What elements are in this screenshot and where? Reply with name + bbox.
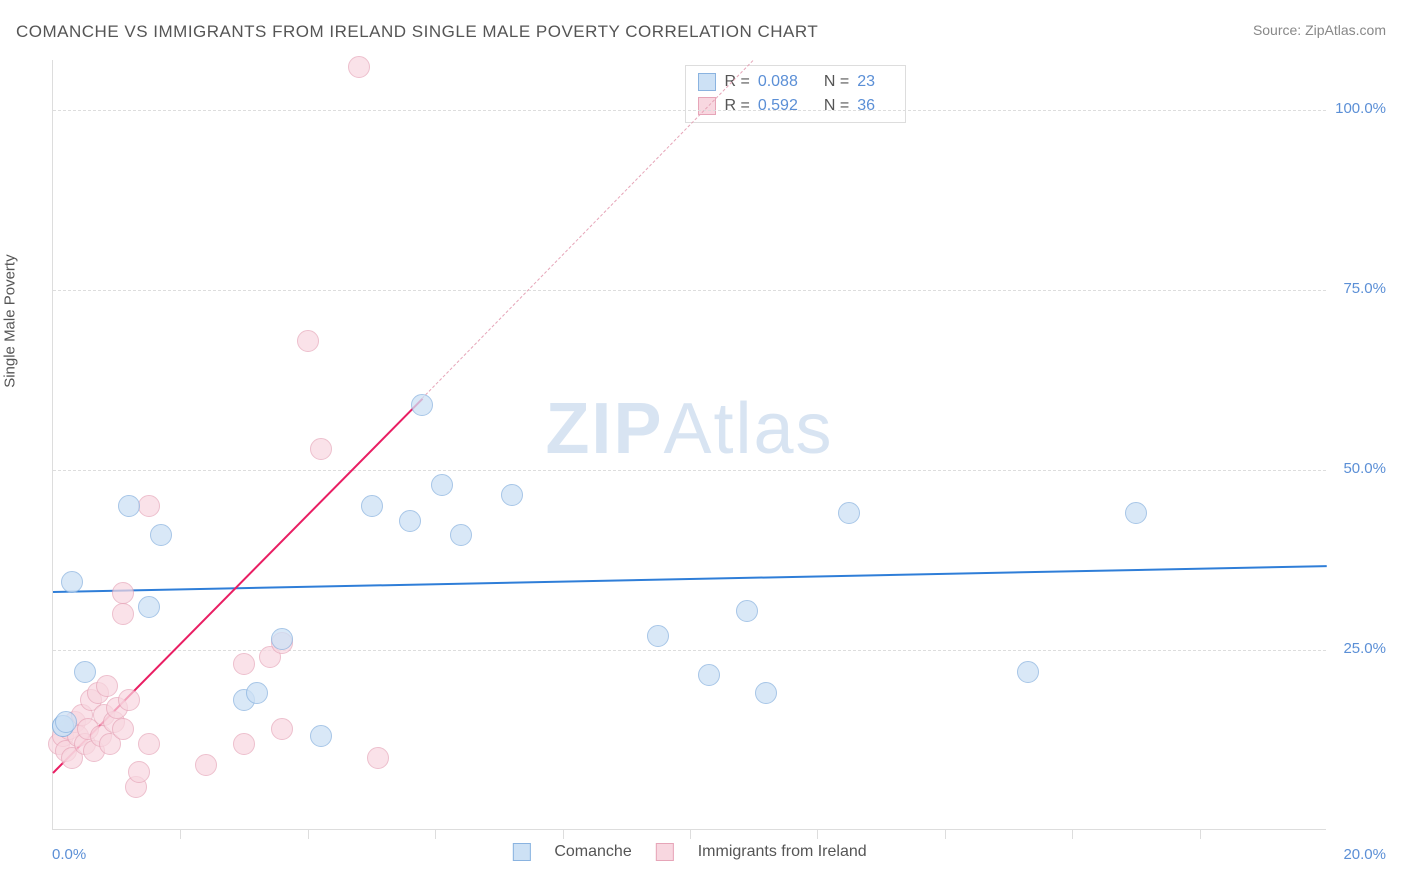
- data-point-comanche: [450, 524, 472, 546]
- data-point-comanche: [1125, 502, 1147, 524]
- data-point-comanche: [74, 661, 96, 683]
- data-point-ireland: [138, 733, 160, 755]
- data-point-ireland: [112, 718, 134, 740]
- data-point-ireland: [233, 733, 255, 755]
- x-tick-mark: [1200, 829, 1201, 839]
- data-point-comanche: [118, 495, 140, 517]
- x-tick-mark: [563, 829, 564, 839]
- chart-container: COMANCHE VS IMMIGRANTS FROM IRELAND SING…: [0, 0, 1406, 892]
- data-point-ireland: [138, 495, 160, 517]
- data-point-comanche: [361, 495, 383, 517]
- data-point-ireland: [112, 582, 134, 604]
- y-tick-label: 75.0%: [1343, 280, 1386, 297]
- y-tick-label: 25.0%: [1343, 640, 1386, 657]
- watermark: ZIPAtlas: [545, 388, 833, 470]
- swatch-ireland-icon: [656, 843, 674, 861]
- n-label: N =: [824, 70, 849, 94]
- data-point-ireland: [233, 653, 255, 675]
- n-value-comanche: 23: [857, 70, 875, 94]
- x-tick-mark: [945, 829, 946, 839]
- data-point-comanche: [431, 474, 453, 496]
- stats-row-comanche: R = 0.088 N = 23: [698, 70, 893, 94]
- source-attribution: Source: ZipAtlas.com: [1253, 22, 1386, 38]
- data-point-comanche: [246, 682, 268, 704]
- x-axis-max-label: 20.0%: [1343, 846, 1386, 863]
- n-label: N =: [824, 94, 849, 118]
- y-axis-label: Single Male Poverty: [2, 254, 19, 387]
- swatch-comanche-icon: [512, 843, 530, 861]
- r-value-comanche: 0.088: [758, 70, 798, 94]
- gridline-horizontal: [53, 110, 1326, 111]
- swatch-comanche-icon: [698, 73, 716, 91]
- source-link[interactable]: ZipAtlas.com: [1305, 22, 1386, 38]
- data-point-comanche: [61, 571, 83, 593]
- data-point-ireland: [195, 754, 217, 776]
- x-tick-mark: [1072, 829, 1073, 839]
- data-point-comanche: [1017, 661, 1039, 683]
- watermark-light: Atlas: [663, 389, 833, 469]
- data-point-comanche: [647, 625, 669, 647]
- r-value-ireland: 0.592: [758, 94, 798, 118]
- watermark-bold: ZIP: [545, 389, 663, 469]
- data-point-ireland: [128, 761, 150, 783]
- x-axis-min-label: 0.0%: [52, 846, 86, 863]
- data-point-comanche: [838, 502, 860, 524]
- data-point-ireland: [310, 438, 332, 460]
- data-point-comanche: [411, 394, 433, 416]
- gridline-horizontal: [53, 470, 1326, 471]
- x-tick-mark: [690, 829, 691, 839]
- x-tick-mark: [180, 829, 181, 839]
- data-point-ireland: [118, 689, 140, 711]
- data-point-comanche: [310, 725, 332, 747]
- data-point-comanche: [755, 682, 777, 704]
- data-point-comanche: [399, 510, 421, 532]
- data-point-ireland: [297, 330, 319, 352]
- data-point-comanche: [736, 600, 758, 622]
- r-label: R =: [724, 70, 749, 94]
- legend-label-ireland: Immigrants from Ireland: [698, 843, 867, 861]
- data-point-ireland: [367, 747, 389, 769]
- r-label: R =: [724, 94, 749, 118]
- x-tick-mark: [308, 829, 309, 839]
- data-point-comanche: [55, 711, 77, 733]
- data-point-comanche: [271, 628, 293, 650]
- data-point-ireland: [271, 718, 293, 740]
- y-tick-label: 50.0%: [1343, 460, 1386, 477]
- source-prefix: Source:: [1253, 22, 1305, 38]
- stats-row-ireland: R = 0.592 N = 36: [698, 94, 893, 118]
- data-point-ireland: [348, 56, 370, 78]
- x-tick-mark: [817, 829, 818, 839]
- gridline-horizontal: [53, 650, 1326, 651]
- data-point-comanche: [501, 484, 523, 506]
- chart-title: COMANCHE VS IMMIGRANTS FROM IRELAND SING…: [16, 22, 818, 42]
- n-value-ireland: 36: [857, 94, 875, 118]
- y-tick-label: 100.0%: [1335, 100, 1386, 117]
- data-point-ireland: [112, 603, 134, 625]
- data-point-comanche: [698, 664, 720, 686]
- legend: Comanche Immigrants from Ireland: [512, 843, 866, 861]
- plot-area: ZIPAtlas R = 0.088 N = 23 R = 0.592 N = …: [52, 60, 1326, 830]
- data-point-comanche: [150, 524, 172, 546]
- data-point-comanche: [138, 596, 160, 618]
- data-point-ireland: [96, 675, 118, 697]
- x-tick-mark: [435, 829, 436, 839]
- legend-label-comanche: Comanche: [554, 843, 631, 861]
- gridline-horizontal: [53, 290, 1326, 291]
